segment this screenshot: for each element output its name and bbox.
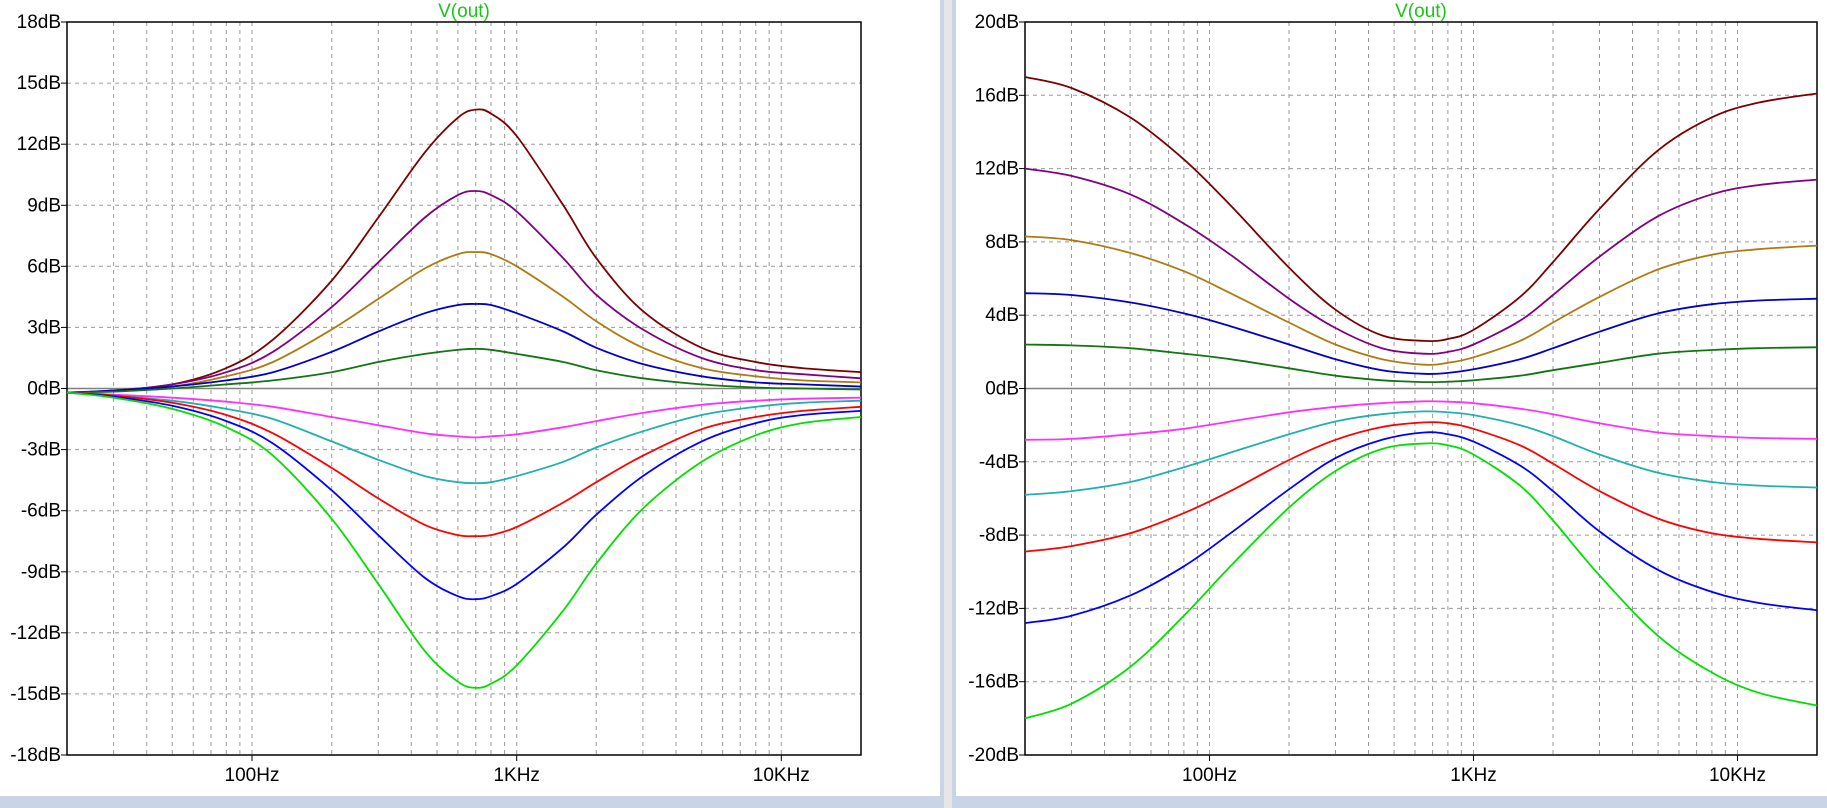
series-line[interactable]	[1024, 235, 1818, 366]
y-tick-label: -3dB	[21, 440, 61, 461]
y-tick-label: 9dB	[27, 195, 61, 216]
y-tick-label: 0dB	[27, 379, 61, 400]
y-tick-label: -8dB	[979, 525, 1019, 546]
series-line[interactable]	[66, 347, 862, 394]
series-line[interactable]	[1024, 410, 1818, 496]
x-tick-label: 100Hz	[1182, 765, 1237, 786]
x-tick-label: 10KHz	[753, 765, 810, 786]
y-tick-label: 18dB	[17, 12, 61, 33]
series-line[interactable]	[1024, 400, 1818, 441]
series-line[interactable]	[66, 108, 862, 394]
y-tick-label: 12dB	[975, 159, 1019, 180]
series-line[interactable]	[66, 391, 862, 485]
series-line[interactable]	[66, 391, 862, 601]
series-line[interactable]	[1024, 421, 1818, 553]
series-line[interactable]	[1024, 442, 1818, 720]
y-tick-label: -4dB	[979, 452, 1019, 473]
y-tick-label: 0dB	[985, 379, 1019, 400]
y-tick-label: 4dB	[985, 305, 1019, 326]
series-line[interactable]	[66, 190, 862, 394]
x-tick-label: 10KHz	[1709, 765, 1766, 786]
y-tick-label: 6dB	[27, 256, 61, 277]
y-tick-label: -12dB	[10, 623, 61, 644]
plot-title: V(out)	[438, 1, 490, 22]
series-line[interactable]	[66, 251, 862, 394]
y-tick-label: 3dB	[27, 317, 61, 338]
x-tick-label: 100Hz	[225, 765, 280, 786]
y-tick-label: -16dB	[968, 672, 1019, 693]
series-line[interactable]	[1024, 292, 1818, 375]
series-line[interactable]	[66, 391, 862, 538]
series-line[interactable]	[1024, 167, 1818, 355]
y-tick-label: -12dB	[968, 598, 1019, 619]
right-plot-pane[interactable]: 20dB 16dB 12dB 8dB 4dB 0dB -4dB -8dB -12dB -16dB -…	[956, 0, 1827, 796]
y-tick-label: -20dB	[968, 745, 1019, 766]
plot-title: V(out)	[1395, 1, 1447, 22]
series-line[interactable]	[66, 303, 862, 394]
y-tick-label: 20dB	[975, 12, 1019, 33]
series-line[interactable]	[66, 391, 862, 439]
y-tick-label: 15dB	[17, 73, 61, 94]
series-line[interactable]	[66, 391, 862, 689]
series-line[interactable]	[1024, 76, 1818, 343]
plot-pane-background	[0, 0, 940, 796]
x-tick-label: 1KHz	[1450, 765, 1496, 786]
y-tick-label: 16dB	[975, 85, 1019, 106]
series-line[interactable]	[1024, 343, 1818, 384]
y-tick-label: -9dB	[21, 562, 61, 583]
pane-splitter[interactable]	[944, 0, 952, 808]
y-tick-label: 12dB	[17, 134, 61, 155]
y-tick-label: -6dB	[21, 501, 61, 522]
x-tick-label: 1KHz	[493, 765, 539, 786]
y-tick-label: -18dB	[10, 745, 61, 766]
series-line[interactable]	[1024, 431, 1818, 624]
left-plot-pane[interactable]: 18dB 15dB 12dB 9dB 6dB 3dB 0dB -3dB -6dB -9dB -12d…	[0, 0, 940, 796]
y-tick-label: 8dB	[985, 232, 1019, 253]
y-tick-label: -15dB	[10, 684, 61, 705]
